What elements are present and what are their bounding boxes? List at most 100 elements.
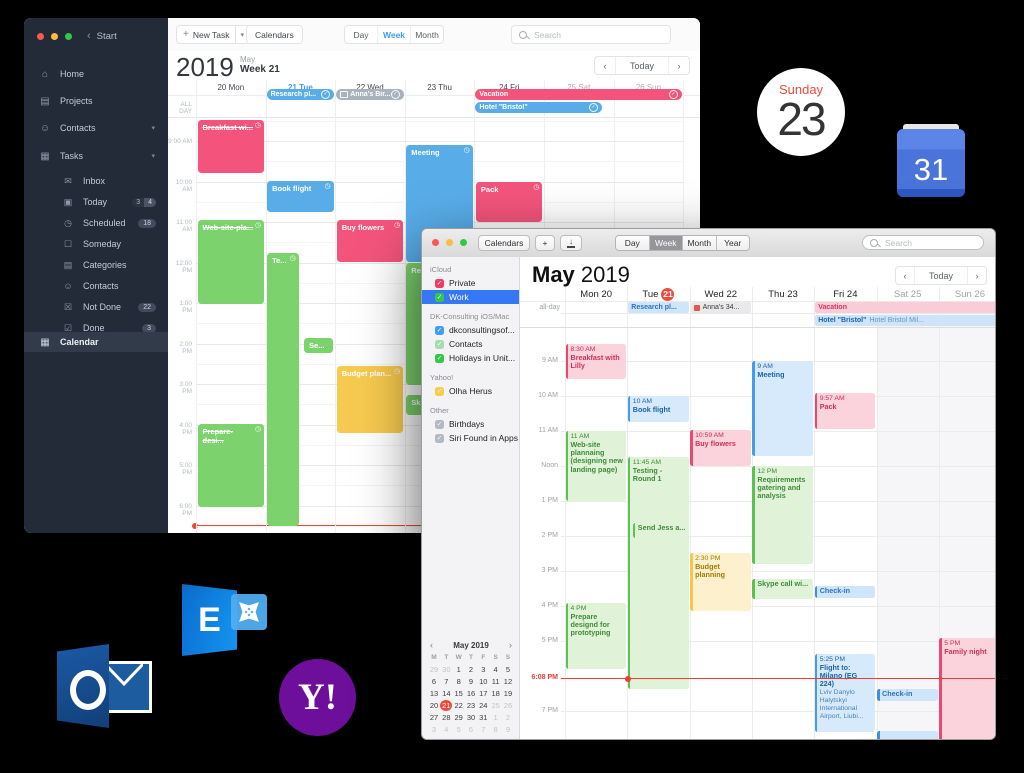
event-se[interactable]: Se... (303, 338, 333, 353)
add-event-button[interactable]: + (535, 234, 555, 251)
mini-cal-day-13[interactable]: 13 (429, 688, 439, 698)
calendar-item-olha-herus[interactable]: ✓ Olha Herus (422, 384, 519, 398)
calendar-checkbox[interactable]: ✓ (435, 433, 444, 443)
event-skype-call-wi[interactable]: Skype call wi... (752, 579, 814, 599)
view-tab-month[interactable]: Month (415, 29, 439, 40)
sidebar-item-inbox[interactable]: ✉ Inbox (24, 171, 168, 191)
view-tab-year[interactable]: Year (716, 235, 749, 250)
calendar-item-contacts[interactable]: ✓ Contacts (422, 337, 519, 351)
mini-cal-day-18[interactable]: 18 (491, 688, 500, 698)
mini-cal-day-11[interactable]: 11 (491, 676, 500, 686)
new-task-dropdown-icon[interactable]: ▾ (234, 26, 250, 43)
mini-cal-day-8[interactable]: 8 (456, 676, 461, 686)
search-field[interactable] (511, 25, 671, 44)
next-week-button[interactable]: › (677, 60, 681, 71)
sidebar-item-projects[interactable]: ▤ Projects (24, 91, 168, 111)
event-meeting[interactable]: 9 AM Meeting (752, 361, 814, 456)
allday-event-research-pl[interactable]: Research pl... ✓ (266, 89, 335, 100)
event-buy-flowers[interactable]: Buy flowers ◷ (336, 220, 404, 262)
view-tab-week[interactable]: Week (649, 235, 683, 250)
mini-cal-day-8[interactable]: 8 (493, 724, 498, 734)
calendar-checkbox[interactable]: ✓ (435, 278, 444, 288)
sidebar-item-scheduled[interactable]: ◷ Scheduled 18 (24, 213, 168, 233)
mini-cal-day-14[interactable]: 14 (442, 688, 451, 698)
sidebar-item-tasks[interactable]: ▦ Tasks ▾ (24, 146, 168, 166)
mini-cal-day-1[interactable]: 1 (493, 712, 498, 722)
next-week-button[interactable]: › (975, 270, 979, 281)
view-tab-day[interactable]: Day (616, 235, 650, 250)
mini-cal-day-16[interactable]: 16 (466, 688, 476, 698)
today-button[interactable]: Today (915, 267, 968, 284)
minimize-button[interactable] (51, 32, 58, 40)
search-field[interactable] (862, 235, 984, 250)
event-buy-flowers[interactable]: 10:59 AM Buy flowers (690, 430, 751, 466)
sidebar-item-contacts[interactable]: ☺ Contacts ▾ (24, 118, 168, 138)
event-web-site-plannaing-designing-new-landing-page[interactable]: 11 AM Web-site plannaing (designing new l… (565, 431, 627, 501)
view-tab-month[interactable]: Month (683, 235, 717, 250)
allday-event-research-pl[interactable]: Research pl... (628, 302, 689, 313)
sidebar-item-done[interactable]: ☑ Done 3 (24, 318, 168, 338)
mini-cal-day-3[interactable]: 3 (431, 724, 437, 734)
mini-cal-day-29[interactable]: 29 (429, 664, 439, 674)
allday-event-anna-s-bir[interactable]: Anna's Bir... ✓ (336, 89, 404, 100)
mini-cal-day-17[interactable]: 17 (479, 688, 488, 698)
event-check-in[interactable]: Check-in (877, 689, 938, 701)
back-chevron-icon[interactable]: ‹ (87, 30, 91, 42)
sidebar-item-home[interactable]: ⌂ Home (24, 64, 168, 84)
allday-event-anna-s-34[interactable]: Anna's 34... (690, 302, 751, 313)
mini-cal-prev-button[interactable]: ‹ (430, 640, 433, 650)
event-te[interactable]: Te... ◷ (267, 253, 299, 526)
view-tab-week[interactable]: Week (378, 26, 411, 43)
mini-cal-day-10[interactable]: 10 (479, 676, 488, 686)
calendar-checkbox[interactable]: ✓ (435, 339, 444, 349)
mini-cal-day-9[interactable]: 9 (505, 724, 511, 734)
mini-cal-day-7[interactable]: 7 (481, 724, 486, 734)
view-tab-day[interactable]: Day (345, 26, 378, 43)
calendar-item-siri-found-in-apps[interactable]: ✓ Siri Found in Apps (422, 431, 519, 445)
mini-cal-day-22[interactable]: 22 (454, 700, 463, 710)
mini-cal-day-1[interactable]: 1 (456, 664, 461, 674)
sidebar-item-today[interactable]: ▣ Today 3 4 (24, 192, 168, 212)
mini-cal-day-19[interactable]: 19 (503, 688, 513, 698)
mini-cal-day-5[interactable]: 5 (456, 724, 461, 734)
event-send-jess-a[interactable]: Send Jess a... (632, 523, 689, 538)
calendar-item-private[interactable]: ✓ Private (422, 276, 519, 290)
new-task-button[interactable]: + New Task ▾ (176, 25, 251, 44)
calendars-button[interactable]: Calendars (478, 234, 530, 251)
zoom-button[interactable] (460, 239, 467, 246)
calendar-item-work[interactable]: ✓ Work (422, 290, 519, 304)
mini-cal-day-28[interactable]: 28 (442, 712, 451, 722)
allday-event-vacation[interactable]: Vacation (815, 302, 995, 313)
calendar-checkbox[interactable]: ✓ (435, 386, 444, 396)
calendar-checkbox[interactable]: ✓ (435, 353, 444, 363)
event-testing-round-1[interactable]: 11:45 AM Testing - Round 1 (627, 457, 689, 689)
import-button[interactable]: ↓ (560, 234, 582, 251)
mini-cal-day-7[interactable]: 7 (444, 676, 449, 686)
mini-cal-day-29[interactable]: 29 (454, 712, 463, 722)
calendar-checkbox[interactable]: ✓ (435, 292, 444, 302)
search-input[interactable] (883, 236, 983, 249)
mini-cal-day-25[interactable]: 25 (491, 700, 500, 710)
event-pack[interactable]: 9:57 AM Pack (814, 393, 876, 429)
event-pack[interactable]: Pack ◷ (475, 182, 543, 222)
event-family-night[interactable]: 5 PM Family night (939, 638, 995, 739)
mini-cal-day-3[interactable]: 3 (481, 664, 486, 674)
mini-cal-day-24[interactable]: 24 (479, 700, 488, 710)
allday-event-vacation[interactable]: Vacation ✓ (475, 89, 682, 100)
event-item[interactable] (877, 731, 938, 739)
close-button[interactable] (432, 239, 439, 246)
sidebar-item-not-done[interactable]: ☒ Not Done 22 (24, 297, 168, 317)
event-book-flight[interactable]: 10 AM Book flight (627, 396, 689, 422)
sidebar-item-categories[interactable]: ▤ Categories (24, 255, 168, 275)
mini-cal-day-12[interactable]: 12 (503, 676, 513, 686)
allday-event-hotel-bristol[interactable]: Hotel "Bristol" Hotel Bristol Mil... (815, 315, 995, 326)
mini-cal-day-30[interactable]: 30 (466, 712, 476, 722)
mini-cal-day-6[interactable]: 6 (468, 724, 474, 734)
mini-cal-day-31[interactable]: 31 (479, 712, 488, 722)
event-web-site-pla[interactable]: Web-site-pla... ◷ (197, 220, 265, 304)
calendar-item-holidays-in-unit[interactable]: ✓ Holidays in Unit... (422, 351, 519, 365)
mini-cal-next-button[interactable]: › (509, 640, 512, 650)
allday-event-hotel-bristol[interactable]: Hotel "Bristol" ✓ (475, 102, 603, 113)
prev-week-button[interactable]: ‹ (595, 57, 616, 74)
mini-cal-day-15[interactable]: 15 (454, 688, 463, 698)
